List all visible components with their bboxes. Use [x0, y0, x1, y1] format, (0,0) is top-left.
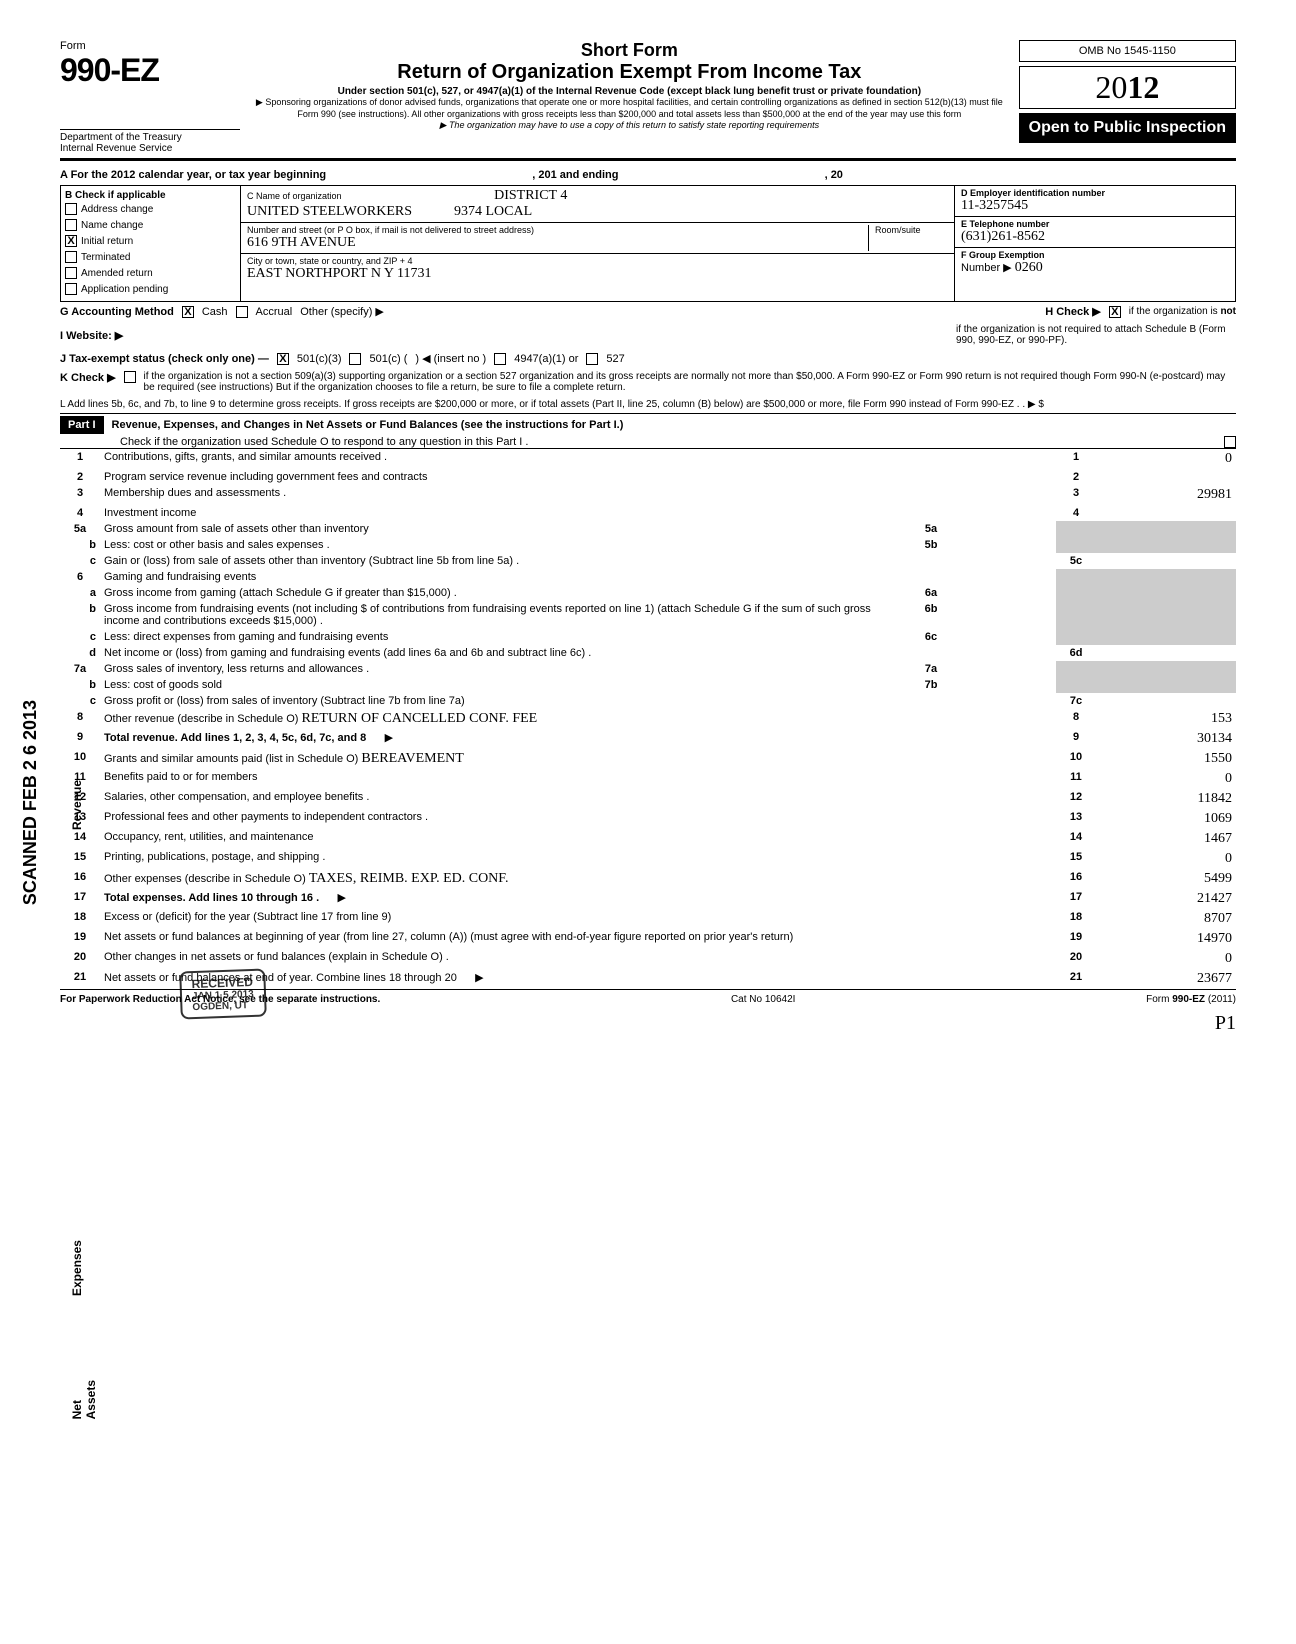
- header-note1: ▶ Sponsoring organizations of donor advi…: [250, 97, 1009, 120]
- i-label: I Website: ▶: [60, 329, 123, 342]
- expenses-side-label: Expenses: [70, 1240, 84, 1296]
- c-label: C Name of organization DISTRICT 4: [247, 188, 948, 204]
- omb-number: OMB No 1545-1150: [1019, 40, 1236, 62]
- return-title: Return of Organization Exempt From Incom…: [250, 61, 1009, 84]
- received-stamp: RECEIVED JAN 1 5 2013 OGDEN, UT: [179, 969, 266, 1020]
- amended-return-checkbox[interactable]: [65, 267, 77, 279]
- tax-year: 2012: [1019, 66, 1236, 109]
- financial-table: 1Contributions, gifts, grants, and simil…: [60, 449, 1236, 989]
- footer-right: Form 990-EZ (2011): [1146, 994, 1236, 1005]
- ein: 11-3257545: [961, 198, 1229, 214]
- h-checkbox[interactable]: X: [1109, 306, 1121, 318]
- netassets-side-label: Net Assets: [70, 1380, 98, 1419]
- k-label: K Check ▶: [60, 371, 116, 384]
- phone: (631)261-8562: [961, 229, 1229, 245]
- part1-label: Part I: [60, 416, 104, 434]
- part1-check-line: Check if the organization used Schedule …: [120, 436, 528, 448]
- form-prefix: Form: [60, 40, 86, 52]
- terminated-checkbox[interactable]: [65, 251, 77, 263]
- open-to-public: Open to Public Inspection: [1019, 113, 1236, 143]
- short-form-title: Short Form: [250, 40, 1009, 61]
- page-mark: P1: [1215, 1012, 1236, 1035]
- f-label: F Group Exemption: [961, 250, 1229, 260]
- d-label: D Employer identification number: [961, 188, 1229, 198]
- city-label: City or town, state or country, and ZIP …: [247, 256, 948, 266]
- dept-treasury: Department of the Treasury: [60, 132, 240, 143]
- g-label: G Accounting Method: [60, 306, 174, 318]
- irs-label: Internal Revenue Service: [60, 143, 240, 154]
- revenue-side-label: Revenue: [70, 780, 84, 830]
- addr-label: Number and street (or P O box, if mail i…: [247, 225, 868, 235]
- section-a: A For the 2012 calendar year, or tax yea…: [60, 165, 1236, 185]
- address-change-checkbox[interactable]: [65, 203, 77, 215]
- b-label: B Check if applicable: [65, 190, 236, 201]
- 4947-checkbox[interactable]: [494, 353, 506, 365]
- h-text-2: if the organization is not required to a…: [956, 324, 1236, 346]
- initial-return-checkbox[interactable]: X: [65, 235, 77, 247]
- h-label: H Check ▶: [1045, 305, 1101, 318]
- group-exemption: 0260: [1015, 260, 1043, 275]
- accrual-checkbox[interactable]: [236, 306, 248, 318]
- k-text: if the organization is not a section 509…: [144, 371, 1236, 393]
- form-number: 990-EZ: [60, 52, 159, 89]
- k-checkbox[interactable]: [124, 371, 136, 383]
- footer-center: Cat No 10642I: [731, 994, 796, 1005]
- org-address: 616 9TH AVENUE: [247, 235, 868, 251]
- scanned-stamp: SCANNED FEB 2 6 2013: [20, 700, 41, 905]
- room-label: Room/suite: [875, 225, 948, 235]
- 527-checkbox[interactable]: [586, 353, 598, 365]
- org-name: UNITED STEELWORKERS 9374 LOCAL: [247, 204, 948, 220]
- name-change-checkbox[interactable]: [65, 219, 77, 231]
- l-line: L Add lines 5b, 6c, and 7b, to line 9 to…: [60, 399, 1044, 410]
- part1-title: Revenue, Expenses, and Changes in Net As…: [112, 419, 624, 431]
- cash-checkbox[interactable]: X: [182, 306, 194, 318]
- schedule-o-checkbox[interactable]: [1224, 436, 1236, 448]
- e-label: E Telephone number: [961, 219, 1229, 229]
- org-city: EAST NORTHPORT N Y 11731: [247, 266, 948, 282]
- 501c3-checkbox[interactable]: X: [277, 353, 289, 365]
- h-text: if the organization is not: [1129, 306, 1236, 317]
- subtitle: Under section 501(c), 527, or 4947(a)(1)…: [250, 86, 1009, 97]
- header-note2: ▶ The organization may have to use a cop…: [250, 120, 1009, 132]
- 501c-checkbox[interactable]: [349, 353, 361, 365]
- application-pending-checkbox[interactable]: [65, 283, 77, 295]
- j-label: J Tax-exempt status (check only one) —: [60, 353, 269, 365]
